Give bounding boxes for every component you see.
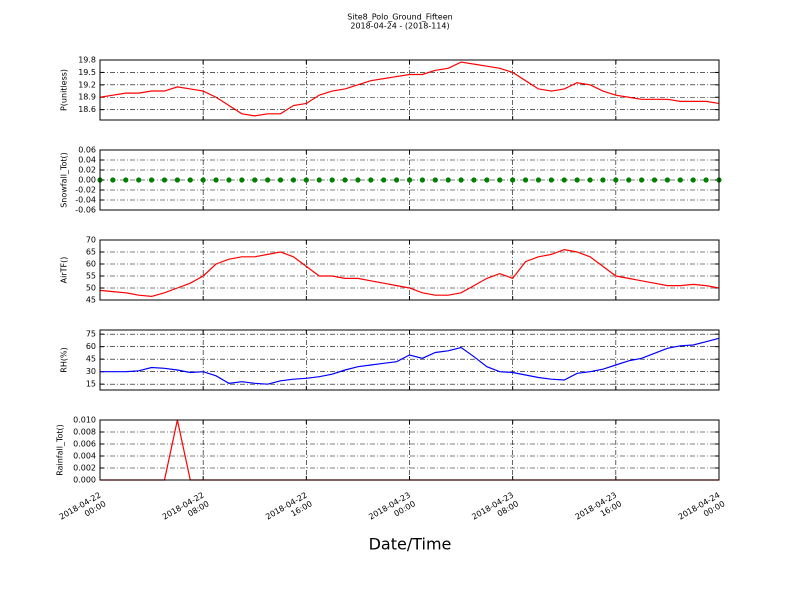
data-point [613, 177, 619, 183]
data-point [497, 177, 503, 183]
plot-frame [99, 329, 720, 391]
data-point [110, 177, 116, 183]
data-point [381, 177, 387, 183]
y-tick-label: 45 [86, 296, 96, 305]
y-tick-label: 0.000 [73, 476, 96, 485]
y-tick-label: 0.006 [73, 440, 96, 449]
y-tick-label: 50 [86, 284, 96, 293]
data-point [639, 177, 645, 183]
data-point [587, 177, 593, 183]
y-tick-label: 19.2 [78, 80, 96, 89]
data-point [406, 177, 413, 183]
data-point [174, 177, 180, 183]
y-axis-label: RH(%) [60, 347, 69, 372]
y-tick-label: 19.8 [78, 56, 96, 65]
data-point [561, 177, 567, 183]
y-tick-label: 60 [86, 260, 96, 269]
data-point [677, 177, 683, 183]
data-point [651, 177, 658, 183]
y-axis-label: Rainfall_Tot() [56, 424, 65, 476]
plot-frame [99, 59, 720, 121]
data-point [419, 177, 425, 183]
data-point [252, 177, 258, 183]
data-point [187, 177, 193, 183]
chart-title: Site8_Polo_Ground_Fifteen [347, 13, 452, 22]
y-tick-label: 18.6 [78, 105, 96, 114]
data-point [123, 177, 129, 183]
data-point [303, 177, 309, 183]
data-point [226, 177, 232, 183]
data-point [161, 177, 168, 183]
y-tick-label: 0.004 [73, 452, 96, 461]
data-point [626, 177, 632, 183]
y-tick-label: 45 [86, 355, 96, 364]
plot-frame [99, 149, 720, 211]
plot-frame [99, 239, 720, 301]
y-tick-label: 18.9 [78, 93, 96, 102]
y-tick-label: -0.06 [75, 206, 96, 215]
y-tick-label: 55 [86, 272, 96, 281]
y-tick-label: 30 [86, 367, 96, 376]
data-point [342, 177, 348, 183]
data-point [703, 177, 709, 183]
data-point [445, 177, 451, 183]
y-tick-label: 19.5 [78, 68, 96, 77]
data-point [290, 177, 297, 183]
data-point [574, 177, 580, 183]
data-point [355, 177, 361, 183]
y-axis-label: P(unitless) [60, 69, 69, 111]
data-point [265, 177, 271, 183]
data-point [690, 177, 696, 183]
chart-subtitle: 2018-04-24 - (2018-114) [350, 22, 449, 31]
data-point [213, 177, 219, 183]
data-point [277, 177, 284, 183]
data-point [200, 177, 206, 183]
y-tick-label: 0.06 [78, 146, 96, 155]
y-tick-label: 0.008 [73, 428, 96, 437]
data-point [548, 177, 554, 183]
data-point [600, 177, 606, 183]
data-line [99, 61, 720, 117]
data-point [458, 177, 464, 183]
y-axis-label: Snowfall_Tot() [60, 152, 69, 208]
data-line [100, 337, 720, 385]
data-point [432, 177, 438, 183]
y-tick-label: -0.04 [75, 196, 96, 205]
y-tick-label: 0.010 [73, 416, 96, 425]
x-axis-label: Date/Time [369, 535, 452, 554]
data-point [239, 177, 245, 183]
y-tick-label: 60 [86, 342, 96, 351]
data-point [329, 177, 335, 183]
y-axis-label: AirTF() [60, 257, 69, 284]
y-tick-label: 0.002 [73, 464, 96, 473]
y-tick-label: 75 [86, 330, 96, 339]
data-line [99, 248, 720, 298]
y-tick-label: 0.00 [78, 176, 96, 185]
data-point [535, 177, 542, 183]
data-point [522, 177, 529, 183]
data-point [316, 177, 322, 183]
data-point [484, 177, 490, 183]
data-point [510, 177, 516, 183]
y-tick-label: 0.04 [78, 156, 96, 165]
y-tick-label: 0.02 [78, 166, 96, 175]
plot-frame [99, 419, 720, 481]
data-point [471, 177, 477, 183]
y-tick-label: 15 [86, 380, 96, 389]
data-point [664, 177, 671, 183]
y-tick-label: 70 [86, 236, 96, 245]
data-point [148, 177, 155, 183]
data-point [394, 177, 400, 183]
data-point [136, 177, 142, 183]
y-tick-label: -0.02 [75, 186, 96, 195]
y-tick-label: 65 [86, 248, 96, 257]
data-point [368, 177, 374, 183]
